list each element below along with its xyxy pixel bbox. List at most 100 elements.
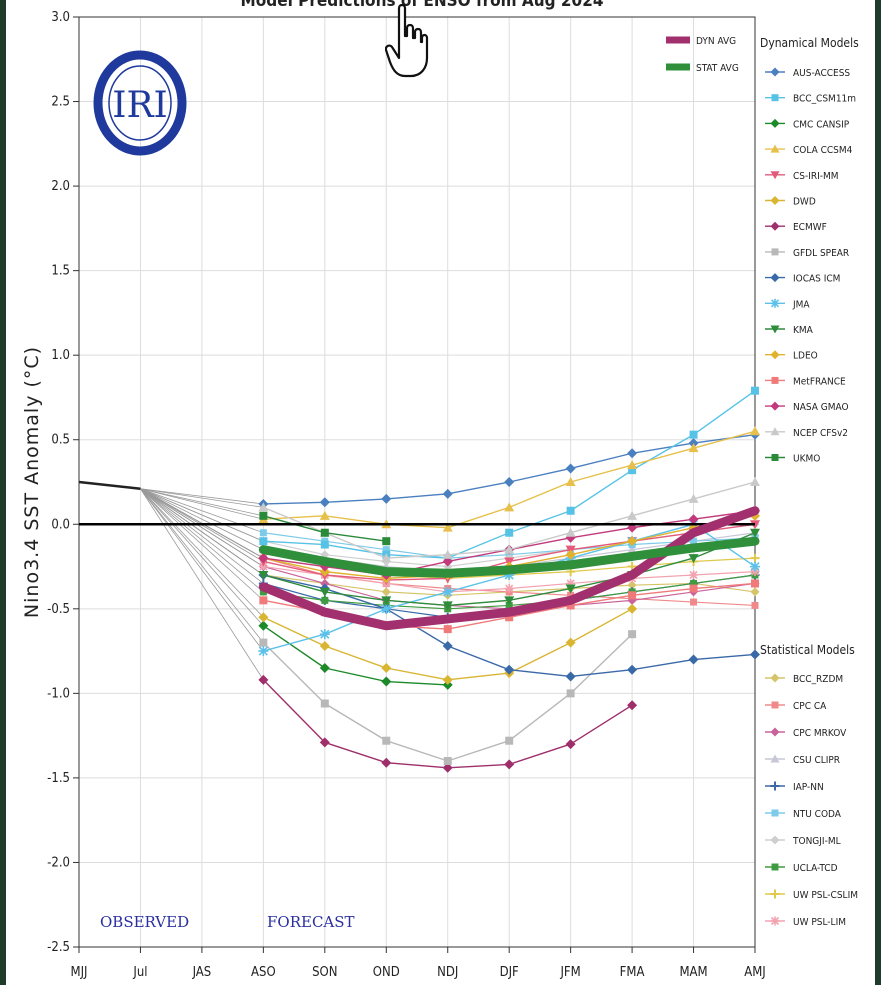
data-point — [688, 438, 699, 449]
data-point — [627, 448, 638, 459]
legend-label: IAP-NN — [793, 782, 824, 793]
fan-line — [140, 488, 264, 643]
x-tick-label: JFM — [559, 965, 580, 980]
data-point — [770, 727, 780, 737]
legend-item-nasa-gmao: NASA GMAO — [765, 401, 849, 413]
x-tick-label: ASO — [251, 965, 276, 980]
data-point — [770, 781, 780, 791]
data-point — [771, 94, 779, 102]
hand-cursor-icon — [385, 3, 429, 78]
data-point — [505, 613, 514, 622]
legend-item-ncep-cfsv2: NCEP CFSv2 — [765, 427, 848, 439]
legend-label: CPC MRKOV — [793, 728, 847, 739]
x-tick-label: FMA — [620, 965, 645, 980]
legend-item-iocas-icm: IOCAS ICM — [765, 273, 840, 285]
legend-item-kma: KMA — [765, 325, 814, 336]
legend-label: UKMO — [793, 454, 820, 465]
data-point — [381, 676, 392, 687]
legend-label: COLA CCSM4 — [793, 145, 853, 156]
data-point — [628, 630, 637, 639]
data-point — [319, 629, 330, 640]
data-point — [504, 759, 515, 770]
y-tick-label: 0.5 — [51, 433, 70, 448]
data-point — [319, 497, 330, 508]
data-point — [627, 664, 638, 675]
data-point — [381, 553, 392, 563]
data-point — [443, 757, 452, 765]
data-point — [627, 580, 637, 590]
legend-label: JMA — [792, 299, 810, 310]
legend-label: NCEP CFSv2 — [793, 428, 848, 439]
data-point — [505, 736, 514, 745]
data-point — [259, 511, 268, 520]
data-point — [771, 376, 779, 384]
data-point — [258, 553, 269, 564]
data-point — [442, 641, 453, 652]
data-point — [258, 646, 269, 657]
data-point — [750, 528, 760, 538]
fan-line — [140, 488, 264, 520]
data-point — [771, 863, 779, 871]
data-point — [566, 578, 576, 588]
data-point — [770, 427, 780, 436]
legend-label: UCLA-TCD — [793, 863, 838, 874]
series-ukmo — [259, 511, 391, 546]
fan-line — [140, 488, 264, 626]
legend-item-ntu-coda: NTU CODA — [765, 809, 842, 820]
legend-item-bcc-csm11m: BCC_CSM11m — [765, 94, 856, 105]
dynamical-legend: AUS-ACCESS BCC_CSM11m CMC CANSIP COLA CCSM4… — [765, 67, 856, 465]
legend-label: TONGJI-ML — [792, 836, 841, 847]
legend-item-ecmwf: ECMWF — [765, 221, 827, 233]
legend-item-cs-iri-mm: CS-IRI-MM — [765, 171, 839, 182]
observed-series — [78, 480, 141, 491]
y-tick-label: -2.0 — [47, 855, 70, 870]
data-point — [442, 586, 453, 597]
series-cmc-cansip — [258, 620, 453, 690]
data-point — [751, 579, 759, 588]
fan-line — [140, 488, 264, 584]
plot-frame — [78, 16, 756, 948]
data-point — [443, 625, 452, 634]
legend-label: MetFRANCE — [793, 376, 846, 387]
data-point — [750, 649, 760, 660]
data-point — [320, 578, 330, 588]
legend-label: BCC_RZDM — [793, 674, 843, 685]
left-frame — [0, 0, 6, 985]
data-point — [565, 527, 576, 537]
legend-label: UW PSL-LIM — [793, 917, 846, 928]
data-point — [689, 430, 698, 439]
data-point — [770, 171, 780, 180]
fan-line — [140, 488, 264, 508]
data-point — [690, 598, 698, 606]
data-point — [771, 701, 779, 709]
data-point — [770, 67, 780, 77]
data-point — [750, 561, 760, 572]
data-point — [259, 588, 267, 596]
data-point — [505, 601, 513, 609]
x-tick-label: MAM — [679, 965, 707, 980]
y-tick-label: 1.5 — [51, 264, 70, 279]
data-point — [627, 536, 638, 547]
data-point — [751, 386, 759, 395]
data-point — [381, 603, 392, 614]
data-point — [770, 889, 780, 899]
x-tick-label: JAS — [192, 965, 212, 980]
data-point — [770, 144, 780, 153]
legend-item-cpc-ca: CPC CA — [765, 701, 827, 712]
legend-item-aus-access: AUS-ACCESS — [765, 67, 850, 79]
y-tick-labels: 3.0 2.5 2.0 1.5 1.0 0.5 0.0 -0.5 -1.0 -1.5 -2.0 -2.… — [47, 10, 79, 955]
fan-line — [140, 488, 264, 652]
data-point — [770, 401, 780, 411]
data-point — [751, 601, 759, 609]
x-tick-label: MJJ — [71, 965, 88, 980]
iri-logo: IRI — [93, 50, 187, 156]
data-point — [771, 809, 779, 817]
legend-label: GFDL SPEAR — [793, 248, 849, 259]
data-point — [504, 596, 515, 606]
data-point — [259, 596, 268, 605]
legend-item-iap-nn: IAP-NN — [765, 781, 824, 793]
series-line — [262, 625, 448, 686]
series-uw-psl-lim — [258, 562, 760, 597]
fan-line — [140, 488, 264, 567]
data-point — [320, 699, 329, 708]
